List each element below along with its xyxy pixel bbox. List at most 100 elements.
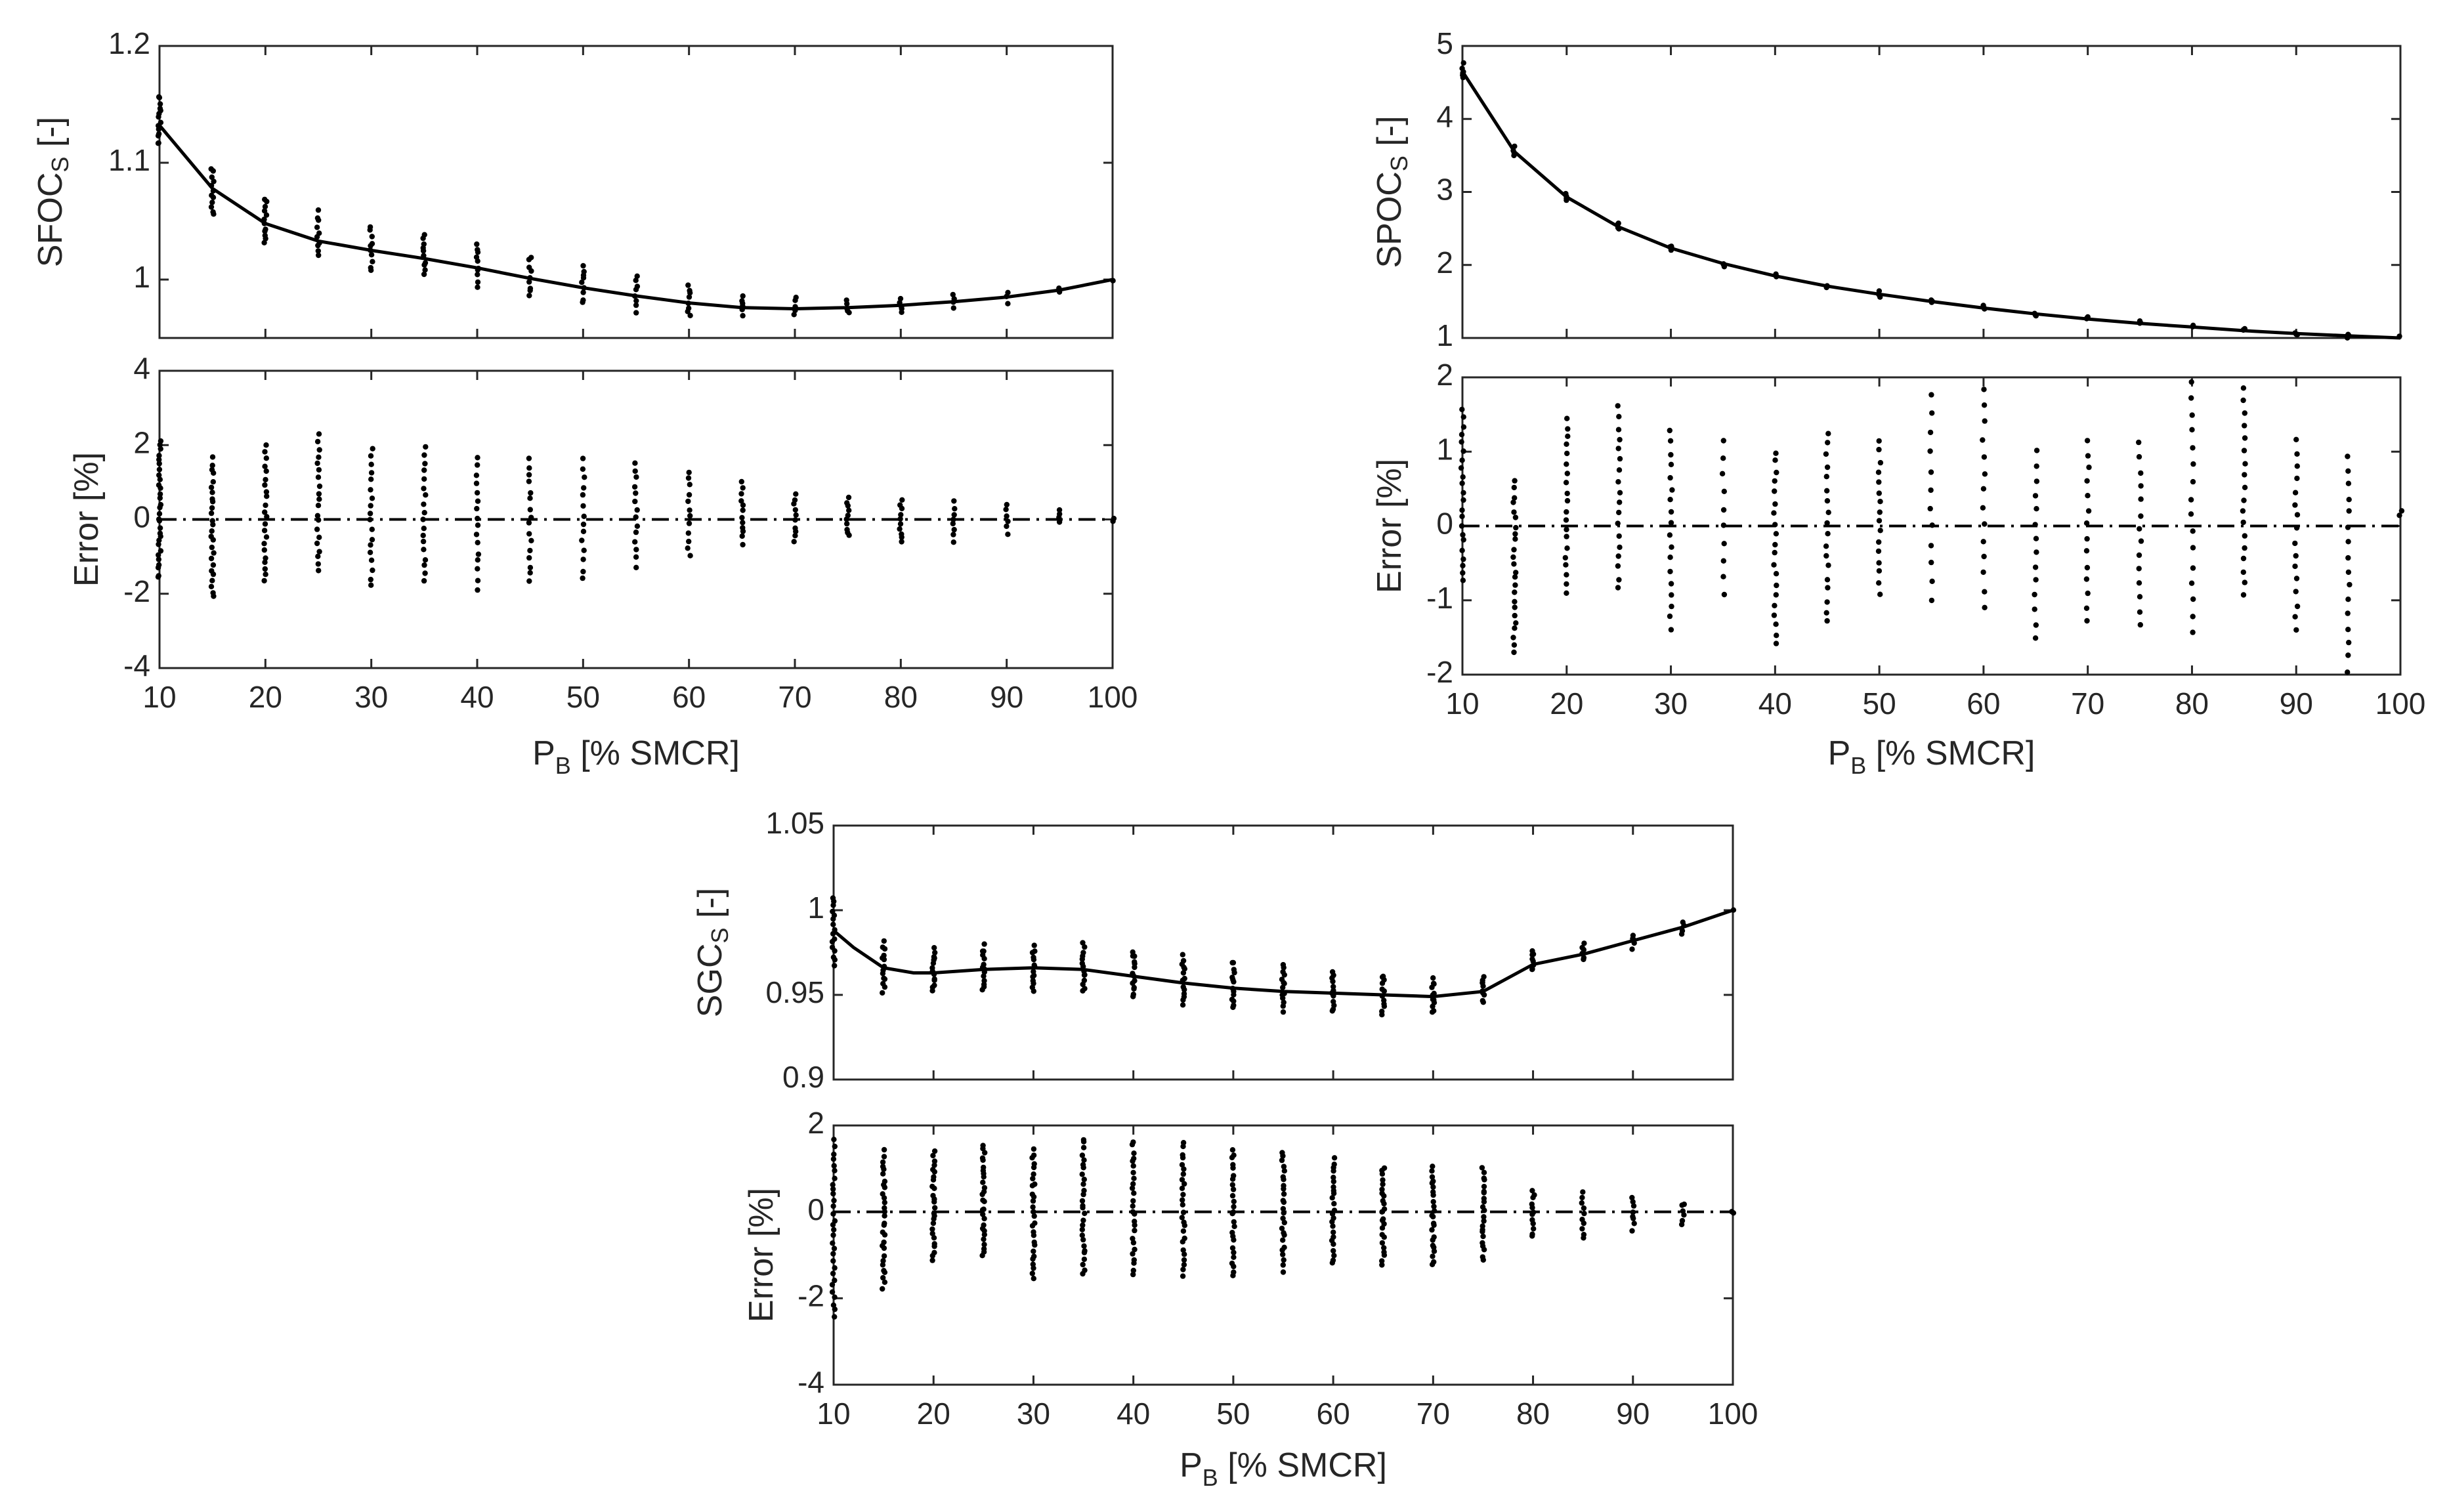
- error-data-point: [1772, 478, 1778, 484]
- error-data-point: [1630, 1209, 1636, 1215]
- top-data-point: [1031, 962, 1037, 968]
- error-data-point: [1380, 1216, 1386, 1222]
- error-data-point: [1825, 440, 1831, 446]
- error-data-point: [1773, 450, 1779, 456]
- error-data-point: [157, 476, 163, 482]
- error-data-point: [1130, 1209, 1136, 1215]
- error-data-point: [2138, 538, 2144, 544]
- error-data-point: [981, 1242, 987, 1248]
- top-data-point: [1379, 993, 1386, 999]
- error-data-point: [1825, 509, 1831, 515]
- top-ylabel: SGCS [-]: [691, 888, 733, 1017]
- error-data-point: [899, 539, 905, 545]
- error-data-point: [633, 554, 639, 560]
- error-data-point: [1876, 490, 1882, 496]
- error-data-point: [931, 1148, 938, 1154]
- error-data-point: [1512, 536, 1518, 542]
- error-data-point: [1030, 1261, 1036, 1267]
- error-data-point: [1429, 1227, 1435, 1233]
- top-data-point: [1280, 961, 1287, 968]
- error-data-point: [475, 557, 480, 563]
- error-data-point: [2189, 412, 2195, 418]
- error-data-point: [1379, 1232, 1385, 1238]
- error-data-point: [2294, 463, 2300, 469]
- error-data-point: [421, 467, 427, 473]
- error-data-point: [1231, 1173, 1237, 1179]
- error-data-point: [1231, 1204, 1237, 1210]
- error-data-point: [156, 482, 162, 488]
- error-data-point: [1531, 1226, 1537, 1232]
- error-data-point: [421, 547, 427, 553]
- error-data-point: [262, 509, 268, 515]
- error-data-point: [156, 467, 163, 472]
- error-data-point: [209, 454, 216, 460]
- error-data-point: [475, 578, 481, 583]
- error-data-point: [792, 497, 798, 503]
- error-data-point: [830, 1240, 836, 1246]
- error-data-point: [1667, 497, 1673, 503]
- error-data-point: [2083, 576, 2090, 582]
- error-data-point: [687, 513, 693, 519]
- top-data-point: [527, 275, 533, 281]
- error-data-point: [1510, 635, 1516, 640]
- error-data-point: [368, 503, 373, 509]
- xtick-label: 60: [1967, 686, 2000, 721]
- top-data-point: [156, 131, 162, 137]
- top-data-point: [633, 302, 639, 308]
- top-ytick-label: 1: [807, 891, 824, 925]
- error-data-point: [1080, 1181, 1086, 1187]
- error-data-point: [1929, 578, 1935, 584]
- error-data-point: [1481, 1183, 1487, 1190]
- top-data-point: [1581, 940, 1587, 946]
- error-data-point: [1982, 418, 1988, 424]
- error-data-point: [1511, 561, 1517, 567]
- error-data-point: [2034, 549, 2039, 555]
- error-data-point: [1281, 1168, 1288, 1174]
- xtick-label: 100: [1088, 680, 1138, 714]
- error-data-point: [1824, 520, 1830, 526]
- error-data-point: [1480, 1223, 1485, 1229]
- error-data-point: [1331, 1201, 1337, 1207]
- top-ytick-label: 1: [133, 260, 150, 294]
- top-data-point: [633, 278, 639, 284]
- error-data-point: [1876, 438, 1882, 444]
- error-data-point: [2240, 592, 2247, 598]
- error-data-point: [1511, 642, 1518, 648]
- error-data-point: [1564, 450, 1570, 457]
- error-data-point: [832, 1314, 838, 1320]
- error-ytick-label: -4: [798, 1365, 824, 1399]
- error-data-point: [1031, 1152, 1037, 1158]
- error-data-point: [156, 457, 162, 463]
- error-data-point: [1431, 1234, 1437, 1240]
- error-data-point: [1082, 1267, 1088, 1273]
- top-data-point: [262, 196, 268, 203]
- error-data-point: [1721, 488, 1727, 494]
- error-data-point: [1928, 559, 1934, 566]
- top-ytick-label: 0.9: [782, 1060, 824, 1094]
- error-data-point: [263, 534, 270, 540]
- top-data-point: [1381, 998, 1387, 1003]
- error-data-point: [738, 478, 745, 485]
- error-data-point: [1772, 501, 1778, 507]
- error-data-point: [2136, 552, 2142, 558]
- top-ytick-label: 1.2: [108, 26, 150, 60]
- error-data-point: [1774, 633, 1779, 639]
- error-data-point: [1615, 520, 1621, 526]
- error-data-point: [1004, 523, 1010, 530]
- error-data-point: [831, 1137, 837, 1143]
- error-data-point: [1667, 532, 1673, 538]
- top-data-point: [1379, 986, 1385, 992]
- error-data-point: [1823, 543, 1829, 549]
- error-data-point: [1982, 471, 1988, 477]
- error-data-point: [1927, 505, 1933, 512]
- error-data-point: [831, 1151, 837, 1158]
- error-data-point: [2242, 423, 2247, 429]
- error-data-point: [157, 530, 163, 536]
- error-data-point: [1031, 1161, 1037, 1167]
- error-data-point: [1511, 509, 1517, 515]
- error-data-point: [952, 506, 958, 512]
- error-data-point: [1529, 1231, 1535, 1237]
- error-data-point: [632, 460, 638, 466]
- top-data-point: [475, 284, 480, 290]
- xtick-label: 10: [142, 680, 176, 714]
